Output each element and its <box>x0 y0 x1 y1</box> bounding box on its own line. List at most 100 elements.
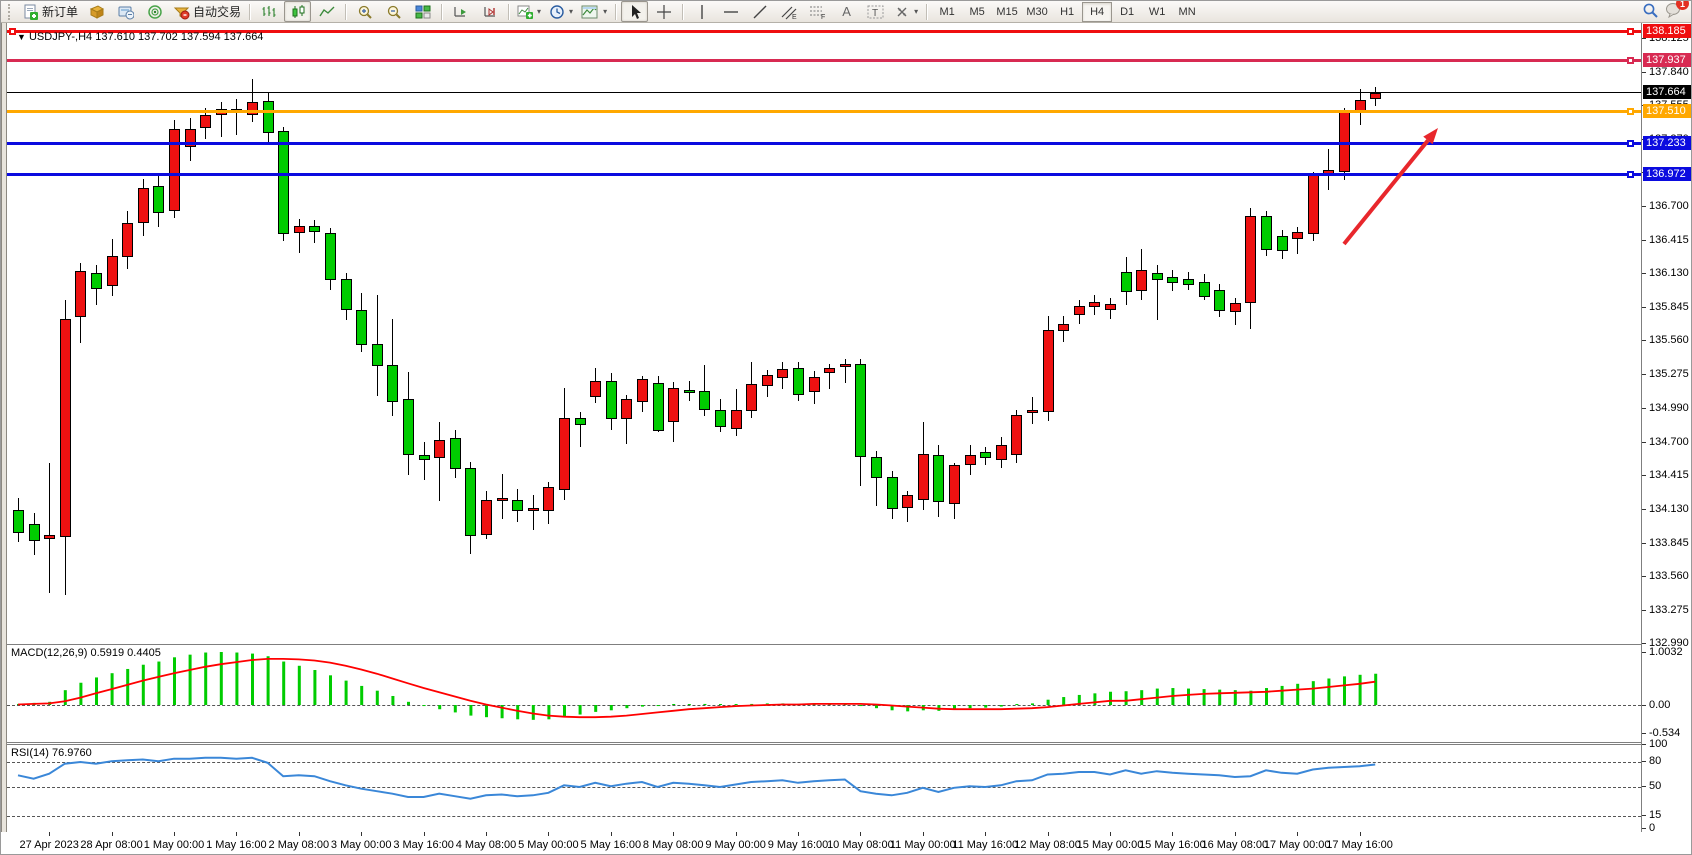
candle-wick <box>829 364 831 389</box>
tile-windows-button[interactable] <box>409 1 436 22</box>
price-axis[interactable]: 138.125137.840137.555137.270136.985136.7… <box>1641 23 1691 834</box>
price-badge-137.510: 137.510 <box>1643 104 1691 118</box>
candle-body-up <box>808 377 820 392</box>
candle-wick <box>298 219 300 253</box>
text-tool-button[interactable]: A <box>833 1 860 22</box>
candle-body-down <box>652 383 664 431</box>
time-axis-label: 17 May 16:00 <box>1326 839 1393 851</box>
line-handle[interactable] <box>1627 108 1634 115</box>
candle-body-down <box>278 131 290 234</box>
macd-tick-mark <box>1642 705 1646 706</box>
line-chart-type-button[interactable] <box>313 1 340 22</box>
indicators-button[interactable]: ▾ <box>514 1 544 22</box>
channel-tool-button[interactable]: E <box>775 1 802 22</box>
search-icon[interactable] <box>1642 2 1659 22</box>
price-tick-mark <box>1642 576 1646 577</box>
vertical-line-tool-button[interactable] <box>688 1 715 22</box>
timeframe-m30-button[interactable]: M30 <box>1026 5 1048 18</box>
candle-body-up <box>200 115 212 128</box>
toolbar-separator <box>345 3 347 20</box>
horizontal-line-137.664[interactable] <box>7 92 1641 93</box>
notifications-button[interactable]: 1 <box>1665 1 1689 21</box>
timeframe-h4-button[interactable]: H4 <box>1082 1 1113 22</box>
price-tick-mark <box>1642 610 1646 611</box>
horizontal-line-137.51[interactable] <box>7 110 1641 113</box>
candle-body-down <box>387 365 399 402</box>
autotrading-button[interactable]: 自动交易 <box>170 1 244 22</box>
indicators-icon <box>517 4 534 20</box>
price-tick-label: 132.990 <box>1649 637 1689 649</box>
price-tick-mark <box>1642 72 1646 73</box>
timeframe-m15-button[interactable]: M15 <box>996 5 1018 18</box>
timeframe-d1-button[interactable]: D1 <box>1120 5 1135 18</box>
new-order-button[interactable]: 新订单 <box>20 1 81 22</box>
candle-body-down <box>28 524 40 541</box>
macd-plot <box>17 652 1378 720</box>
rsi-label: RSI(14) 76.9760 <box>11 747 92 759</box>
macd-indicator-pane[interactable]: MACD(12,26,9) 0.5919 0.4405 <box>7 645 1641 743</box>
trendline-tool-button[interactable] <box>746 1 773 22</box>
line-handle[interactable] <box>1627 140 1634 147</box>
template-icon <box>581 4 599 20</box>
strategy-signal-button[interactable] <box>141 1 168 22</box>
rsi-plot <box>17 756 1376 800</box>
zoom-out-button[interactable] <box>380 1 407 22</box>
timeframe-m5-button[interactable]: M5 <box>969 5 985 18</box>
zoom-in-button[interactable] <box>351 1 378 22</box>
candle-body-down <box>1276 236 1288 251</box>
dropdown-caret-icon: ▾ <box>569 7 574 16</box>
candle-body-up <box>543 487 555 511</box>
time-axis[interactable]: 27 Apr 2023 28 Apr 08:00 1 May 00:00 1 May … <box>1 832 1691 854</box>
horizontal-line-137.233[interactable] <box>7 142 1641 145</box>
data-window-button[interactable] <box>112 1 139 22</box>
line-handle[interactable] <box>1627 57 1634 64</box>
candlestick-chart-type-button[interactable] <box>284 1 312 22</box>
new-order-label: 新订单 <box>42 5 79 19</box>
horizontal-line-136.972[interactable] <box>7 173 1641 176</box>
timeframe-h1-button[interactable]: H1 <box>1060 5 1075 18</box>
line-handle[interactable] <box>1627 171 1634 178</box>
price-tick-label: 135.845 <box>1649 301 1689 313</box>
candle-body-down <box>1198 282 1210 297</box>
horizontal-line-137.937[interactable] <box>7 59 1641 62</box>
candle-body-down <box>309 226 321 232</box>
candle-wick <box>876 451 877 506</box>
time-tick-mark <box>111 832 113 836</box>
line-handle[interactable] <box>1627 28 1634 35</box>
price-tick-mark <box>1642 509 1646 510</box>
periods-button[interactable]: ▾ <box>546 1 576 22</box>
horizontal-line-tool-button[interactable] <box>717 1 744 22</box>
price-chart-pane[interactable]: ▼ USDJPY-,H4 137.610 137.702 137.594 137… <box>7 23 1641 645</box>
crosshair-tool-button[interactable] <box>650 1 677 22</box>
timeframe-w1-button[interactable]: W1 <box>1148 5 1166 18</box>
candle-body-down <box>1183 279 1194 285</box>
trend-arrow[interactable] <box>7 23 1641 644</box>
rsi-tick-mark <box>1642 761 1646 762</box>
symbol-collapse-icon[interactable]: ▼ <box>17 32 26 42</box>
candle-body-up <box>527 508 539 511</box>
time-tick-mark <box>423 832 425 836</box>
candle-body-down <box>683 390 695 393</box>
fibonacci-tool-button[interactable]: F <box>804 1 831 22</box>
candle-wick <box>1156 265 1158 320</box>
market-watch-button[interactable] <box>83 1 110 22</box>
text-label-tool-button[interactable]: T <box>862 1 889 22</box>
candle-body-down <box>605 381 617 419</box>
auto-scroll-button[interactable] <box>447 1 474 22</box>
bar-chart-type-button[interactable] <box>255 1 282 22</box>
rsi-tick-mark <box>1642 827 1646 829</box>
cursor-tool-button[interactable] <box>621 1 649 22</box>
time-axis-label: 1 May 00:00 <box>143 839 205 851</box>
chart-shift-button[interactable] <box>476 1 503 22</box>
timeframe-m1-button[interactable]: M1 <box>939 5 955 18</box>
rsi-tick-label: 15 <box>1649 809 1662 822</box>
horizontal-line-138.185[interactable] <box>7 30 1641 33</box>
market-watch-icon <box>89 4 105 20</box>
templates-button[interactable]: ▾ <box>578 1 610 22</box>
timeframe-mn-button[interactable]: MN <box>1178 5 1196 18</box>
line-handle[interactable] <box>9 28 16 35</box>
price-badge-137.664: 137.664 <box>1643 85 1691 99</box>
rsi-indicator-pane[interactable]: RSI(14) 76.9760 <box>7 744 1641 833</box>
time-tick-mark <box>985 832 987 836</box>
arrows-tool-button[interactable]: ▾ <box>891 1 921 22</box>
